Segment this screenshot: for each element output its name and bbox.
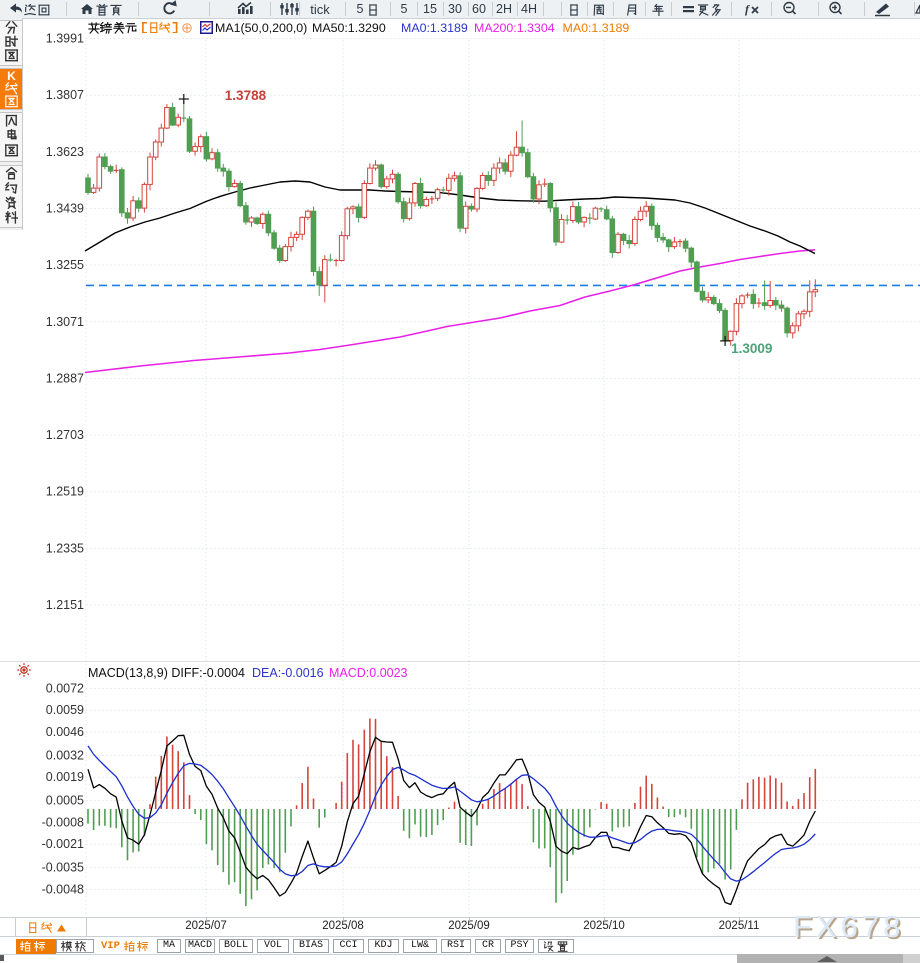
svg-text:1.2519: 1.2519 [46, 485, 84, 499]
svg-text:1.3788: 1.3788 [225, 88, 267, 103]
svg-text:1.2335: 1.2335 [46, 541, 84, 555]
svg-text:MACD(13,8,9) DIFF:-0.0004: MACD(13,8,9) DIFF:-0.0004 [88, 666, 245, 680]
svg-text:1.3623: 1.3623 [46, 145, 84, 159]
svg-text:1.2887: 1.2887 [46, 371, 84, 385]
svg-text:0.0059: 0.0059 [46, 703, 84, 717]
svg-text:1.2151: 1.2151 [46, 598, 84, 612]
svg-text:0.0032: 0.0032 [46, 748, 84, 762]
svg-text:f: f [745, 2, 750, 16]
svg-text:1.3255: 1.3255 [46, 258, 84, 272]
svg-text:1.3439: 1.3439 [46, 202, 84, 216]
svg-text:0.0072: 0.0072 [46, 681, 84, 695]
svg-text:0.0019: 0.0019 [46, 770, 84, 784]
svg-text:1.3991: 1.3991 [46, 32, 84, 46]
svg-text:-0.0021: -0.0021 [42, 837, 84, 851]
svg-text:1.2703: 1.2703 [46, 428, 84, 442]
svg-text:0.0046: 0.0046 [46, 725, 84, 739]
svg-text:MACD:0.0023: MACD:0.0023 [329, 666, 408, 680]
svg-text:-0.0048: -0.0048 [42, 882, 84, 896]
svg-text:DEA:-0.0016: DEA:-0.0016 [252, 666, 324, 680]
svg-text:1.3071: 1.3071 [46, 315, 84, 329]
svg-text:-0.0008: -0.0008 [42, 815, 84, 829]
svg-text:1.3009: 1.3009 [731, 341, 772, 356]
svg-text:1.3807: 1.3807 [46, 88, 84, 102]
svg-text:0.0005: 0.0005 [46, 794, 84, 808]
svg-text:-0.0035: -0.0035 [42, 861, 84, 875]
